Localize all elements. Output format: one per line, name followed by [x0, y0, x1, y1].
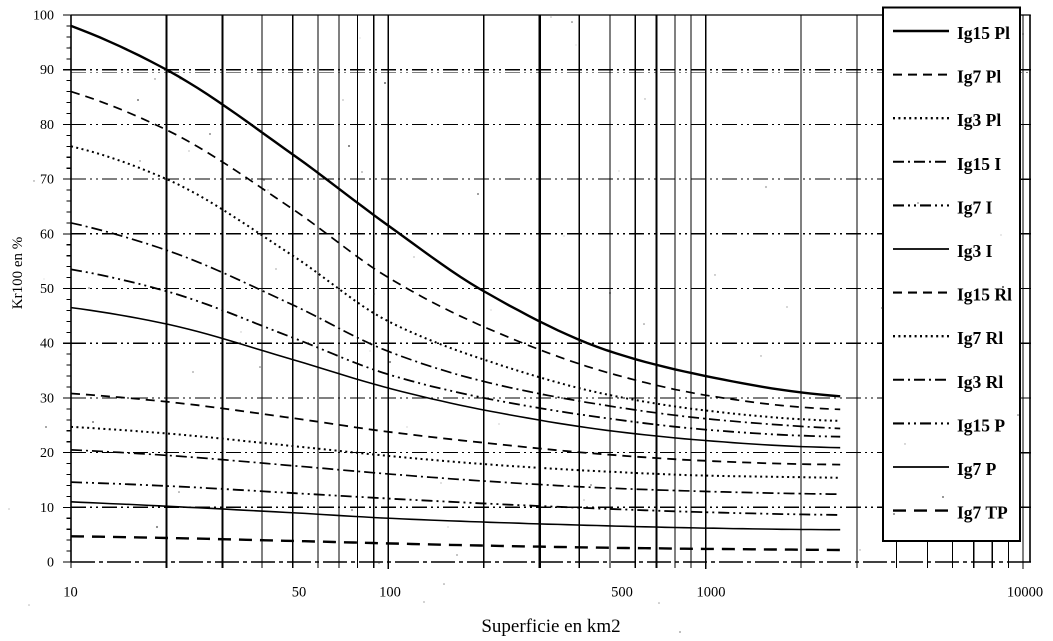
svg-text:Ig7 Rl: Ig7 Rl [957, 328, 1003, 348]
svg-text:40: 40 [40, 337, 54, 352]
svg-text:50: 50 [40, 282, 54, 297]
svg-text:Ig3 Pl: Ig3 Pl [957, 110, 1001, 130]
svg-text:10: 10 [40, 501, 54, 516]
svg-text:Ig3 Rl: Ig3 Rl [957, 372, 1003, 392]
svg-text:Ig15 P: Ig15 P [957, 415, 1005, 435]
svg-text:100: 100 [379, 585, 401, 601]
svg-text:90: 90 [40, 63, 54, 78]
svg-text:20: 20 [40, 446, 54, 461]
svg-text:Ig15 I: Ig15 I [957, 154, 1001, 174]
svg-text:0: 0 [47, 556, 54, 571]
svg-text:100: 100 [33, 9, 54, 24]
svg-text:Ig7 P: Ig7 P [957, 459, 997, 479]
svg-text:60: 60 [40, 227, 54, 242]
svg-text:80: 80 [40, 118, 54, 133]
svg-text:Ig15 Pl: Ig15 Pl [957, 23, 1010, 43]
svg-text:Ig15 Rl: Ig15 Rl [957, 285, 1012, 305]
svg-text:Ig7 I: Ig7 I [957, 197, 993, 217]
svg-text:1000: 1000 [697, 585, 726, 601]
svg-text:70: 70 [40, 173, 54, 188]
svg-text:10000: 10000 [1007, 585, 1043, 601]
svg-text:Ig3 I: Ig3 I [957, 241, 993, 261]
svg-text:10: 10 [63, 585, 78, 601]
svg-text:30: 30 [40, 391, 54, 406]
svg-text:Superficie en km2: Superficie en km2 [481, 616, 620, 637]
svg-text:50: 50 [292, 585, 307, 601]
svg-text:Ig7 Pl: Ig7 Pl [957, 67, 1001, 87]
svg-text:500: 500 [611, 585, 633, 601]
svg-text:Ig7 TP: Ig7 TP [957, 503, 1008, 523]
svg-text:Kr100 en %: Kr100 en % [10, 237, 26, 309]
